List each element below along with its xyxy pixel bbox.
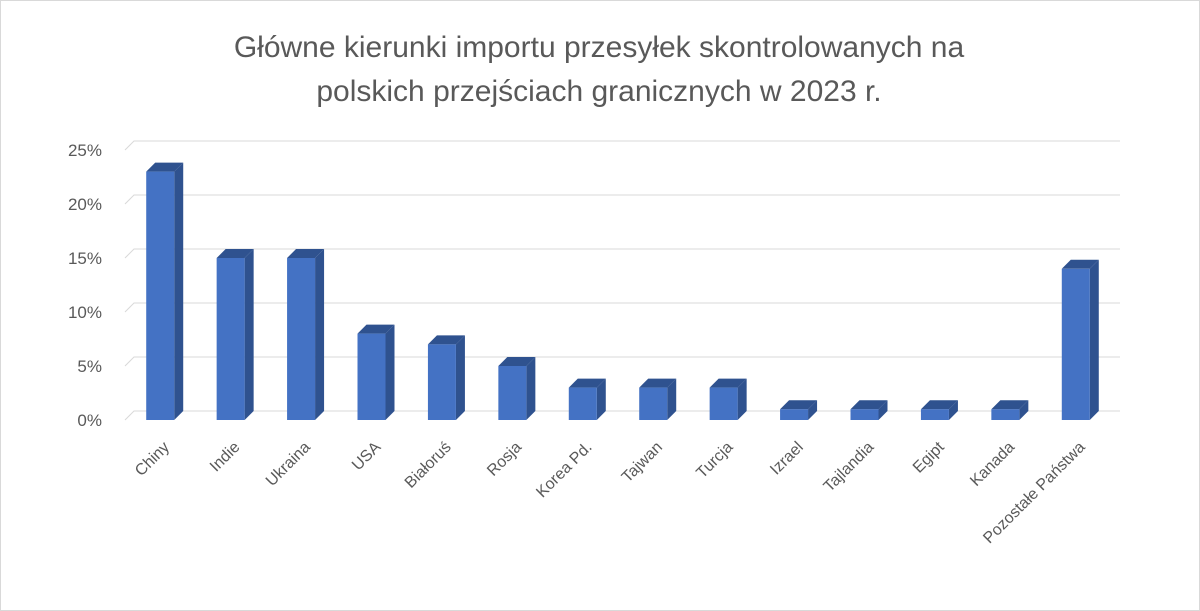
bar-top (780, 400, 818, 410)
grid-line (124, 194, 1120, 205)
bar (1061, 259, 1099, 420)
x-tick-label: Egipt (910, 438, 948, 476)
bar (287, 249, 325, 420)
bar-front (427, 344, 456, 420)
bar-side (667, 378, 677, 420)
chart-title-line-2: polskich przejściach granicznych w 2023 … (316, 75, 882, 108)
x-tick-label: Kanada (967, 439, 1018, 490)
grid-line (124, 140, 1120, 151)
bar-top (709, 378, 747, 388)
y-tick-label: 10% (68, 303, 102, 322)
bar-front (639, 387, 668, 420)
bar (146, 162, 184, 420)
y-tick-label: 0% (77, 411, 102, 430)
bar-front (568, 387, 597, 420)
bar-top (498, 357, 536, 366)
x-tick-label: USA (349, 439, 385, 475)
bar-front (1061, 268, 1090, 420)
bar-front (357, 333, 386, 420)
bar-side (1019, 400, 1029, 420)
bar (709, 378, 747, 420)
chart-title: Główne kierunki importu przesyłek skontr… (0, 26, 1198, 114)
bar-side (878, 400, 888, 420)
bar-top (216, 249, 254, 258)
bar-side (737, 378, 747, 420)
x-axis-labels: Chiny Indie Ukraina USA Białoruś Rosja Korea P… (132, 438, 1089, 547)
bar-top (287, 249, 325, 258)
bar (639, 378, 677, 420)
bar-top (1061, 259, 1099, 269)
bar-side (174, 162, 184, 420)
bar (568, 378, 606, 420)
x-tick-label: Tajlandia (821, 439, 878, 496)
chart-title-line-1: Główne kierunki importu przesyłek skontr… (233, 31, 965, 64)
bar (427, 335, 465, 420)
bar-front (498, 366, 527, 420)
x-tick-label: Ukraina (263, 439, 314, 490)
bar-top (920, 400, 958, 410)
bar-top (568, 378, 606, 388)
bar-front (780, 409, 809, 420)
y-tick-label: 15% (68, 249, 102, 268)
bar (498, 357, 536, 420)
bar-top (850, 400, 888, 410)
x-tick-label: Izrael (767, 439, 807, 479)
grid-line (124, 248, 1120, 259)
bar-side (526, 357, 536, 420)
bar-front (146, 171, 175, 420)
x-tick-label: Turcja (693, 439, 736, 482)
bar (780, 400, 818, 420)
bar-front (287, 258, 316, 420)
bar-side (315, 249, 325, 420)
bar-front (850, 409, 879, 420)
bar-front (991, 409, 1020, 420)
bars (146, 162, 1099, 420)
bar-front (709, 387, 738, 420)
x-tick-label: Białoruś (402, 439, 455, 492)
grid-line (124, 410, 1120, 421)
bar-side (385, 324, 395, 420)
grid-lines (124, 140, 1120, 421)
y-tick-label: 25% (68, 141, 102, 160)
bar-top (427, 335, 465, 345)
bar-top (991, 400, 1029, 410)
bar-top (146, 162, 184, 172)
bar (216, 249, 254, 420)
bar-front (920, 409, 949, 420)
bar-side (808, 400, 818, 420)
bar-side (1089, 259, 1099, 420)
y-axis-ticks: 0% 5% 10% 15% 20% 25% (68, 141, 102, 430)
x-tick-label: Indie (207, 439, 244, 476)
y-tick-label: 20% (68, 195, 102, 214)
bar-top (357, 324, 395, 334)
x-tick-label: Chiny (132, 439, 173, 480)
bar (920, 400, 958, 420)
grid-line (124, 356, 1120, 367)
bar (357, 324, 395, 420)
bar-side (244, 249, 254, 420)
bar-front (216, 258, 245, 420)
grid-line (124, 302, 1120, 313)
bar (850, 400, 888, 420)
bar-top (639, 378, 677, 388)
bar (991, 400, 1029, 420)
x-tick-label: Rosja (484, 439, 525, 480)
x-tick-label: Tajwan (619, 439, 666, 486)
bar-side (948, 400, 958, 420)
y-tick-label: 5% (77, 357, 102, 376)
bar-side (596, 378, 606, 420)
x-tick-label: Korea Pd. (533, 439, 595, 501)
bar-side (455, 335, 465, 420)
